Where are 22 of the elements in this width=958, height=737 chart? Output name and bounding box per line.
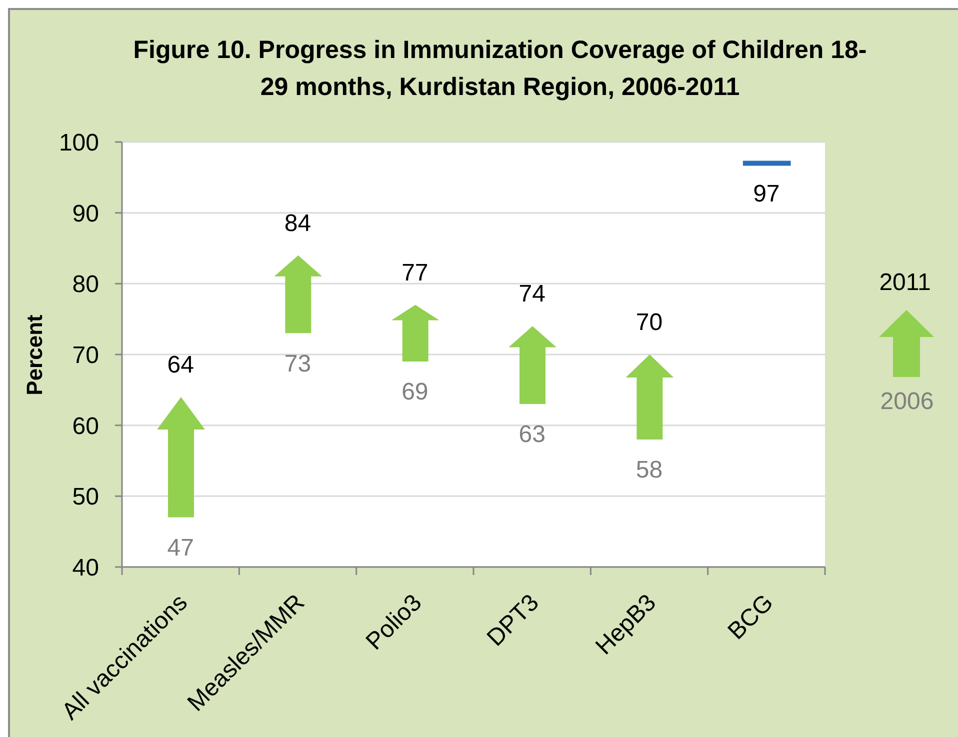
y-tick-label: 70 [72, 342, 99, 370]
text: 2011 [879, 269, 931, 297]
y-tick-label: 100 [58, 130, 99, 157]
y-tick-label: 50 [72, 484, 99, 511]
y-tick-label: 40 [72, 554, 99, 582]
chart-title: Figure 10. Progress in Immunization Coverage of Children 18-29 months, Kurdistan Region, 2006-2011 [132, 35, 868, 103]
annotation: 77 [402, 259, 428, 286]
annotation: 73 [284, 350, 312, 378]
annotation: 69 [402, 378, 428, 406]
y-tick-label: 80 [72, 271, 99, 298]
annotation: 58 [636, 456, 663, 484]
annotation: 84 [284, 210, 312, 237]
annotation: 70 [636, 309, 663, 336]
annotation: 47 [167, 534, 194, 562]
annotation: 63 [518, 421, 546, 448]
annotation: 97 [753, 180, 780, 208]
y-axis-title: Percent [22, 314, 48, 396]
y-tick-label: 90 [72, 200, 99, 228]
text: 2006 [880, 388, 934, 416]
annotation: 64 [167, 352, 194, 378]
annotation: 74 [518, 280, 546, 308]
y-tick-label: 60 [72, 412, 99, 440]
